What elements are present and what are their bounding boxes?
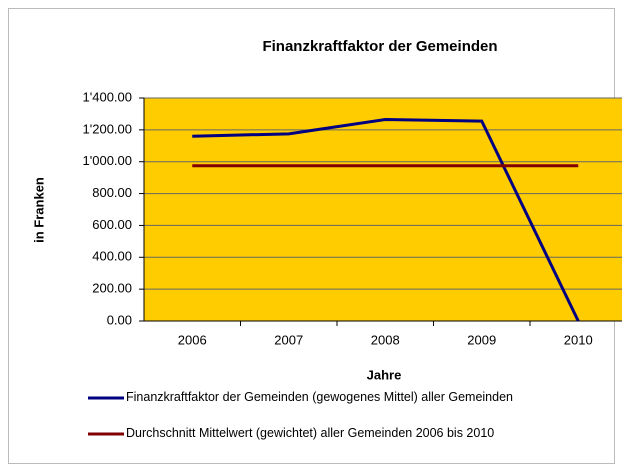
y-tick-label: 1'000.00 xyxy=(83,153,132,168)
plot-area xyxy=(144,98,622,321)
x-tick-label: 2006 xyxy=(178,332,207,347)
x-tick-label: 2007 xyxy=(274,332,303,347)
legend-label: Finanzkraftfaktor der Gemeinden (gewogen… xyxy=(126,390,513,404)
x-tick-label: 2009 xyxy=(467,332,496,347)
chart-title: Finanzkraftfaktor der Gemeinden xyxy=(262,38,497,55)
y-tick-label: 600.00 xyxy=(92,217,132,232)
y-tick-label: 800.00 xyxy=(92,185,132,200)
series-line xyxy=(192,118,580,322)
y-tick-label: 1'200.00 xyxy=(83,121,132,136)
x-tick-label: 2008 xyxy=(371,332,400,347)
y-tick-label: 1'400.00 xyxy=(83,89,132,104)
x-axis-label: Jahre xyxy=(367,367,402,382)
y-axis-label: in Franken xyxy=(31,177,46,243)
y-tick-label: 400.00 xyxy=(92,249,132,264)
x-tick-label: 2010 xyxy=(564,332,593,347)
legend-label: Durchschnitt Mittelwert (gewichtet) alle… xyxy=(126,426,495,440)
y-tick-label: 0.00 xyxy=(107,312,132,327)
y-tick-label: 200.00 xyxy=(92,281,132,296)
